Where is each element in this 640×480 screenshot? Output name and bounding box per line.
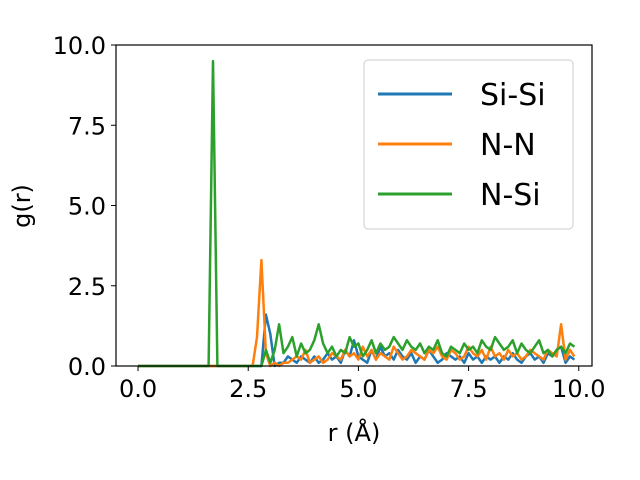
legend-label-n-n: N-N (480, 128, 536, 163)
x-tick-label: 2.5 (229, 375, 267, 403)
legend: Si-Si N-N N-Si (363, 59, 574, 230)
y-tick-label: 10.0 (53, 32, 106, 60)
legend-label-si-si: Si-Si (480, 78, 546, 113)
x-tick-label: 10.0 (552, 375, 605, 403)
legend-box (363, 59, 574, 230)
y-tick-label: 7.5 (68, 112, 106, 140)
y-tick-label: 0.0 (68, 353, 106, 381)
legend-label-n-si: N-Si (480, 178, 541, 213)
x-tick-label: 5.0 (339, 375, 377, 403)
y-axis-label: g(r) (8, 184, 36, 228)
x-axis-label: r (Å) (328, 418, 381, 447)
x-tick-label: 0.0 (119, 375, 157, 403)
x-axis: 0.0 2.5 5.0 7.5 10.0 (119, 366, 605, 403)
series-line-n-si (138, 59, 576, 368)
y-tick-label: 2.5 (68, 273, 106, 301)
y-axis: 0.0 2.5 5.0 7.5 10.0 (53, 32, 116, 381)
x-tick-label: 7.5 (450, 375, 488, 403)
y-tick-label: 5.0 (68, 193, 106, 221)
